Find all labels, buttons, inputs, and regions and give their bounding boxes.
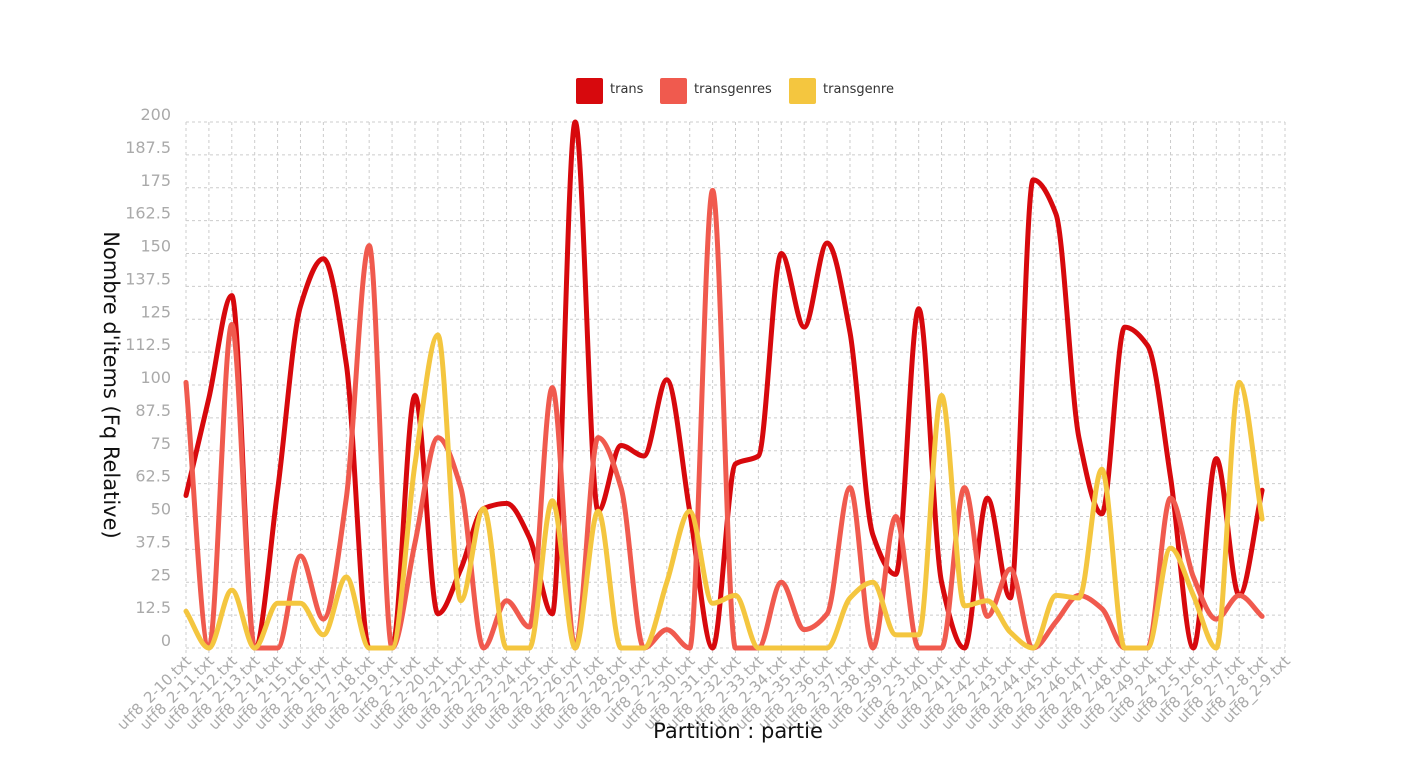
- legend-label-transgenre[interactable]: transgenre: [823, 82, 894, 97]
- y-tick-label: 162.5: [125, 204, 171, 223]
- y-tick-label: 200: [140, 105, 171, 124]
- x-axis-ticks: utf8_2-10.txtutf8_2-11.txtutf8_2-12.txtu…: [113, 652, 1294, 734]
- y-tick-label: 87.5: [135, 401, 171, 420]
- legend-label-transgenres[interactable]: transgenres: [694, 82, 772, 97]
- legend-swatch-transgenre[interactable]: [789, 78, 816, 104]
- y-tick-label: 75: [151, 434, 171, 453]
- y-tick-label: 25: [151, 565, 171, 584]
- y-axis-title: Nombre d'items (Fq Relative): [99, 231, 123, 538]
- y-tick-label: 100: [140, 368, 171, 387]
- series-line-trans: [183, 119, 1265, 651]
- legend-swatch-transgenres[interactable]: [660, 78, 687, 104]
- y-tick-label: 187.5: [125, 138, 171, 157]
- y-tick-label: 150: [140, 237, 171, 256]
- y-tick-label: 112.5: [125, 335, 171, 354]
- y-tick-label: 175: [140, 171, 171, 190]
- y-tick-label: 50: [151, 500, 171, 519]
- y-axis-ticks: 0 12.5 25 37.5 50 62.5 75 87.5 100 112.5 125 137.5 1…: [125, 105, 171, 650]
- x-axis-title: Partition : partie: [653, 719, 823, 743]
- y-tick-label: 0: [161, 631, 171, 650]
- y-tick-label: 125: [140, 302, 171, 321]
- legend-label-trans[interactable]: trans: [610, 82, 644, 97]
- series-line-transgenre: [183, 332, 1265, 651]
- y-tick-label: 62.5: [135, 467, 171, 486]
- y-tick-label: 137.5: [125, 269, 171, 288]
- legend-swatch-trans[interactable]: [576, 78, 603, 104]
- y-tick-label: 37.5: [135, 532, 171, 551]
- y-tick-label: 12.5: [135, 598, 171, 617]
- series-lines: [183, 119, 1265, 651]
- legend: trans transgenres transgenre: [576, 78, 894, 104]
